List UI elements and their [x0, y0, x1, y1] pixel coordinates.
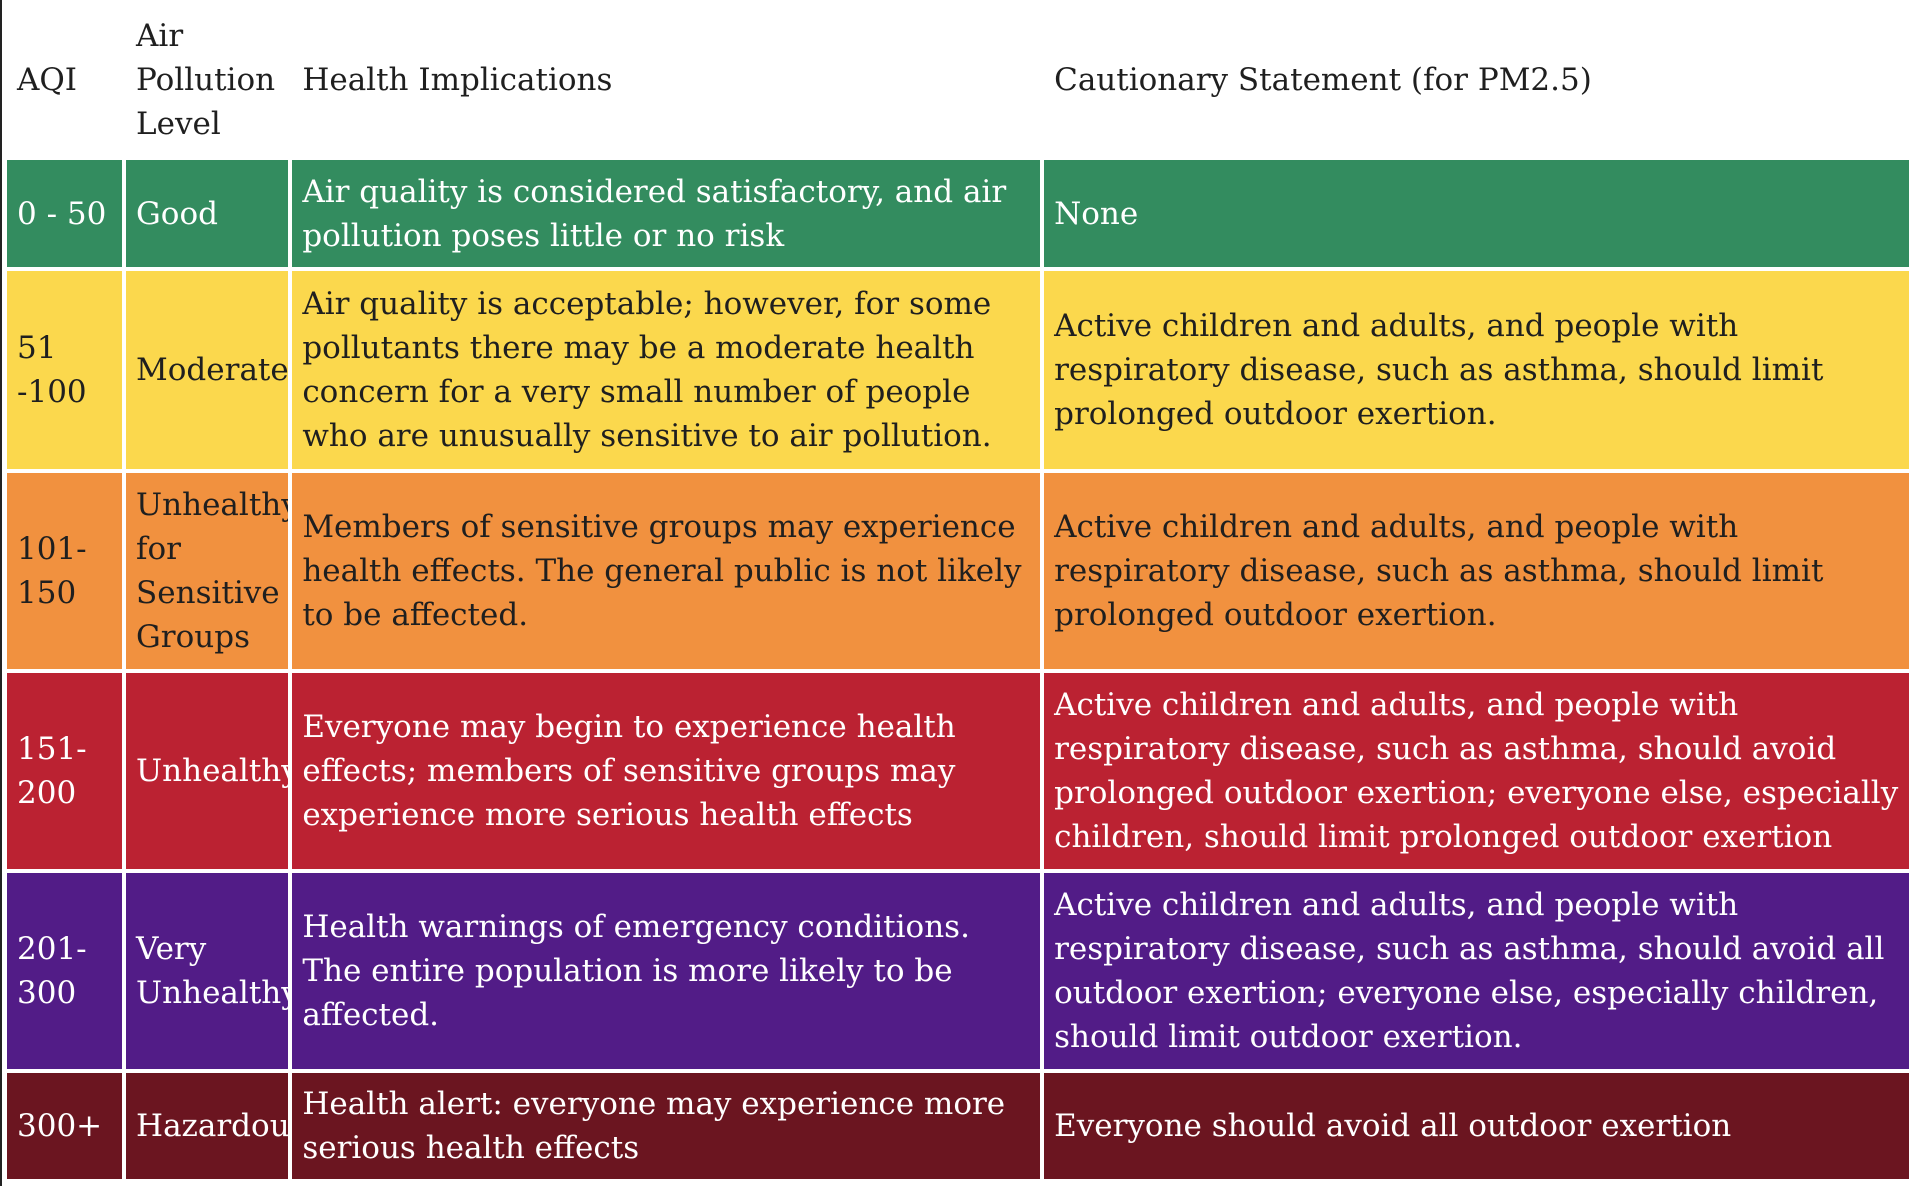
- cell-aqi: 151-200: [7, 673, 123, 869]
- cell-aqi: 201-300: [7, 873, 123, 1069]
- table-row-unhealthy: 151-200 Unhealthy Everyone may begin to …: [7, 673, 1909, 869]
- table-row-hazardous: 300+ Hazardous Health alert: everyone ma…: [7, 1073, 1909, 1179]
- cell-caution: Active children and adults, and people w…: [1044, 873, 1909, 1069]
- table-row-very-unhealthy: 201-300 Very Unhealthy Health warnings o…: [7, 873, 1909, 1069]
- table-row-good: 0 - 50 Good Air quality is considered sa…: [7, 160, 1909, 267]
- cell-aqi: 300+: [7, 1073, 123, 1179]
- cell-health: Air quality is acceptable; however, for …: [292, 271, 1041, 469]
- cell-aqi: 51 -100: [7, 271, 123, 469]
- cell-caution: Active children and adults, and people w…: [1044, 271, 1909, 469]
- page-left-border: [0, 0, 2, 1186]
- header-air-pollution-level: Air Pollution Level: [126, 4, 289, 156]
- header-cautionary-statement: Cautionary Statement (for PM2.5): [1044, 4, 1909, 156]
- table-header-row: AQI Air Pollution Level Health Implicati…: [7, 4, 1909, 156]
- cell-health: Air quality is considered satisfactory, …: [292, 160, 1041, 267]
- cell-level: Good: [126, 160, 289, 267]
- cell-health: Members of sensitive groups may experien…: [292, 473, 1041, 669]
- cell-caution: Active children and adults, and people w…: [1044, 473, 1909, 669]
- header-health-implications: Health Implications: [292, 4, 1041, 156]
- table-row-moderate: 51 -100 Moderate Air quality is acceptab…: [7, 271, 1909, 469]
- cell-caution: Active children and adults, and people w…: [1044, 673, 1909, 869]
- header-aqi: AQI: [7, 4, 123, 156]
- cell-health: Health warnings of emergency conditions.…: [292, 873, 1041, 1069]
- cell-level: Very Unhealthy: [126, 873, 289, 1069]
- cell-health: Health alert: everyone may experience mo…: [292, 1073, 1041, 1179]
- aqi-table: AQI Air Pollution Level Health Implicati…: [3, 0, 1913, 1183]
- cell-level: Hazardous: [126, 1073, 289, 1179]
- cell-caution: None: [1044, 160, 1909, 267]
- cell-health: Everyone may begin to experience health …: [292, 673, 1041, 869]
- cell-caution: Everyone should avoid all outdoor exerti…: [1044, 1073, 1909, 1179]
- cell-level: Unhealthy for Sensitive Groups: [126, 473, 289, 669]
- cell-aqi: 0 - 50: [7, 160, 123, 267]
- table-row-unhealthy-sensitive: 101-150 Unhealthy for Sensitive Groups M…: [7, 473, 1909, 669]
- cell-aqi: 101-150: [7, 473, 123, 669]
- cell-level: Moderate: [126, 271, 289, 469]
- cell-level: Unhealthy: [126, 673, 289, 869]
